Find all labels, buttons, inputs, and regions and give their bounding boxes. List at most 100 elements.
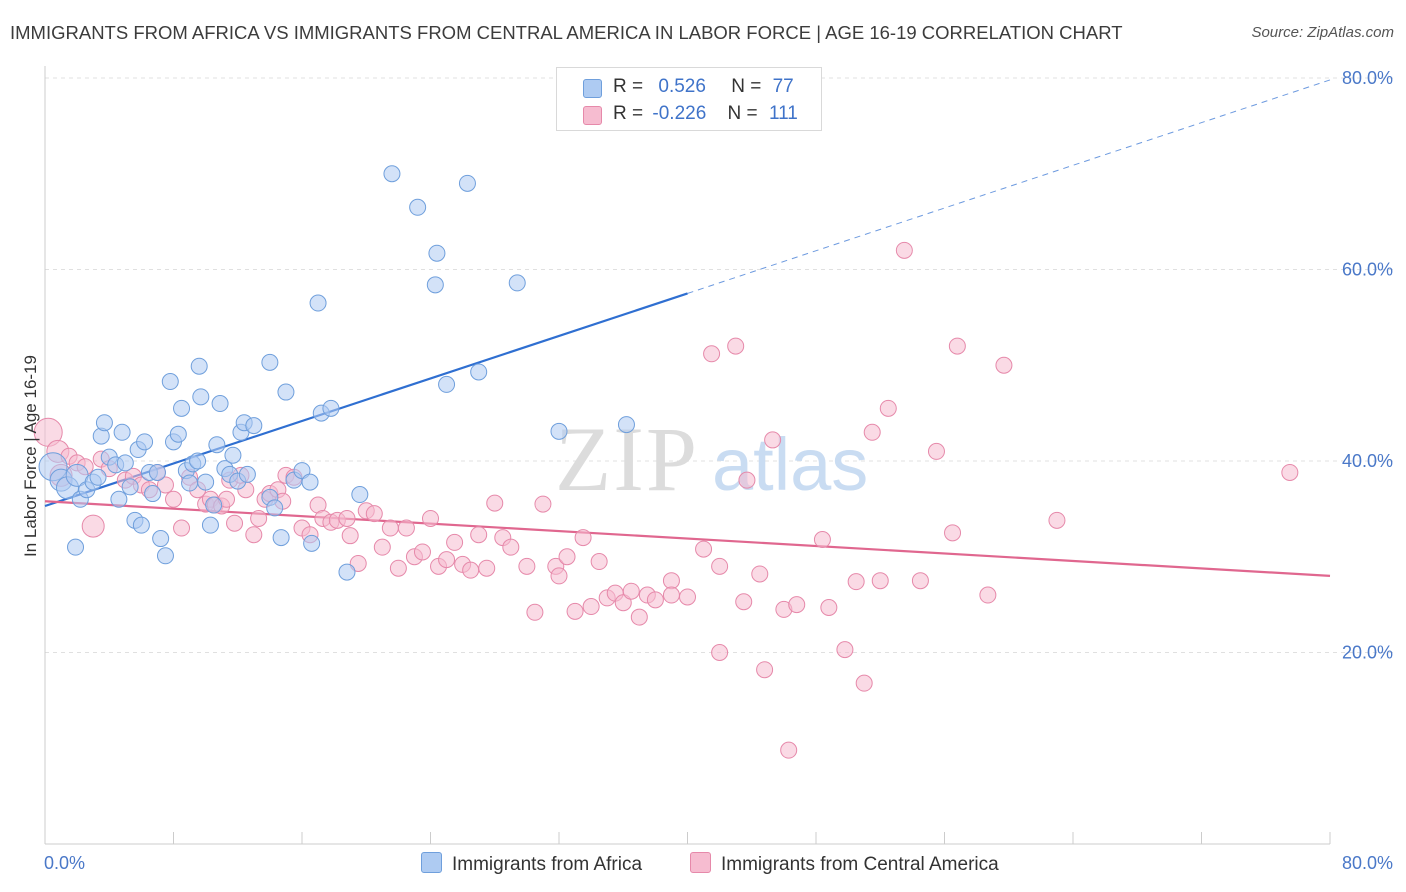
africa-point [550, 422, 568, 440]
central-america-point [764, 431, 782, 449]
africa-point [508, 274, 526, 292]
central-america-point [646, 591, 664, 609]
central-america-point [518, 557, 536, 575]
africa-point [238, 465, 256, 483]
central-america-point [558, 548, 576, 566]
central-america-point [662, 586, 680, 604]
chart-source: Source: ZipAtlas.com [1251, 24, 1394, 41]
africa-point [121, 478, 139, 496]
africa-point [152, 530, 170, 548]
central-america-point [979, 586, 997, 604]
central-america-point [389, 559, 407, 577]
africa-point [116, 454, 134, 472]
central-america-point [81, 514, 105, 538]
central-america-point [727, 337, 745, 355]
central-america-point [156, 476, 174, 494]
africa-point [224, 446, 242, 464]
central-america-point [470, 526, 488, 544]
central-america-point [813, 531, 831, 549]
africa-point [148, 463, 166, 481]
central-america-point [871, 572, 889, 590]
central-america-point [679, 588, 696, 606]
central-america-point [590, 553, 608, 571]
central-america-point [478, 559, 496, 577]
africa-point [208, 436, 226, 454]
central-america-point [173, 519, 191, 537]
africa-point [277, 383, 295, 401]
central-america-point [995, 356, 1013, 374]
central-america-point [855, 674, 873, 692]
central-america-point [1048, 511, 1066, 529]
central-america-point [614, 594, 632, 612]
legend-r-label: R = [613, 103, 644, 124]
legend-r-value: 0.526 [658, 76, 706, 97]
central-america-point [662, 572, 680, 590]
y-tick-label: 80.0% [1342, 68, 1393, 88]
bottom-legend-swatch-africa [421, 852, 442, 873]
africa-point [470, 363, 488, 381]
legend-swatch-africa [583, 79, 602, 98]
y-tick-label: 20.0% [1342, 643, 1393, 663]
central-america-point [735, 593, 753, 611]
correlation-legend: R = 0.526 N = 77 R = -0.226 N = 111 [556, 67, 822, 131]
central-america-point [381, 519, 399, 537]
africa-point [303, 534, 321, 552]
central-america-point [550, 567, 568, 585]
africa-point [351, 486, 369, 504]
x-tick-label-min: 0.0% [44, 853, 85, 873]
central-america-point [574, 529, 592, 547]
central-america-point [879, 399, 897, 417]
africa-point [132, 516, 150, 534]
legend-n-value: 77 [772, 76, 794, 97]
central-america-point [413, 543, 431, 561]
africa-point [113, 423, 131, 441]
bottom-legend-label-central: Immigrants from Central America [721, 854, 999, 875]
central-america-point [250, 509, 268, 527]
bottom-legend-africa[interactable]: Immigrants from Africa [421, 852, 642, 876]
central-america-point [630, 608, 648, 626]
chart-title: IMMIGRANTS FROM AFRICA VS IMMIGRANTS FRO… [10, 22, 1123, 43]
central-america-point [526, 603, 544, 621]
africa-point [309, 294, 327, 312]
africa-point [301, 473, 319, 491]
africa-point [173, 399, 191, 417]
central-america-point [397, 519, 415, 537]
legend-swatch-central [583, 106, 602, 125]
central-america-point [582, 598, 600, 616]
y-tick-label: 60.0% [1342, 260, 1393, 280]
africa-point [136, 433, 154, 451]
africa-point [428, 244, 446, 262]
central-america-point [847, 573, 865, 591]
central-america-point [462, 561, 480, 579]
africa-point [169, 425, 187, 443]
central-america-point [703, 345, 721, 363]
bottom-legend-central[interactable]: Immigrants from Central America [690, 852, 999, 876]
central-america-point [695, 540, 713, 558]
central-america-point [245, 526, 263, 544]
central-america-point [438, 551, 456, 569]
africa-point [438, 375, 456, 393]
central-america-point [711, 644, 729, 661]
central-america-trend-line [44, 500, 1331, 577]
africa-trend-extension [687, 79, 1331, 294]
central-america-point [486, 494, 504, 512]
central-america-point [927, 442, 945, 460]
africa-point [205, 496, 223, 514]
africa-point [211, 395, 229, 413]
point-layer [33, 165, 1299, 759]
central-america-point [756, 661, 774, 679]
legend-r-label: R = [613, 76, 644, 97]
central-america-point [895, 241, 913, 259]
label-layer: 20.0% 40.0% 60.0% 80.0% 0.0% 80.0% [44, 68, 1393, 873]
central-america-point [711, 557, 729, 575]
africa-point [197, 473, 215, 491]
legend-n-label: N = [731, 76, 762, 97]
africa-point [67, 538, 85, 556]
central-america-point [502, 538, 520, 556]
africa-point [181, 474, 199, 492]
legend-n-value: 111 [768, 103, 798, 124]
y-tick-label: 40.0% [1342, 451, 1393, 471]
central-america-point [422, 509, 439, 527]
bottom-legend-swatch-central [690, 852, 711, 873]
